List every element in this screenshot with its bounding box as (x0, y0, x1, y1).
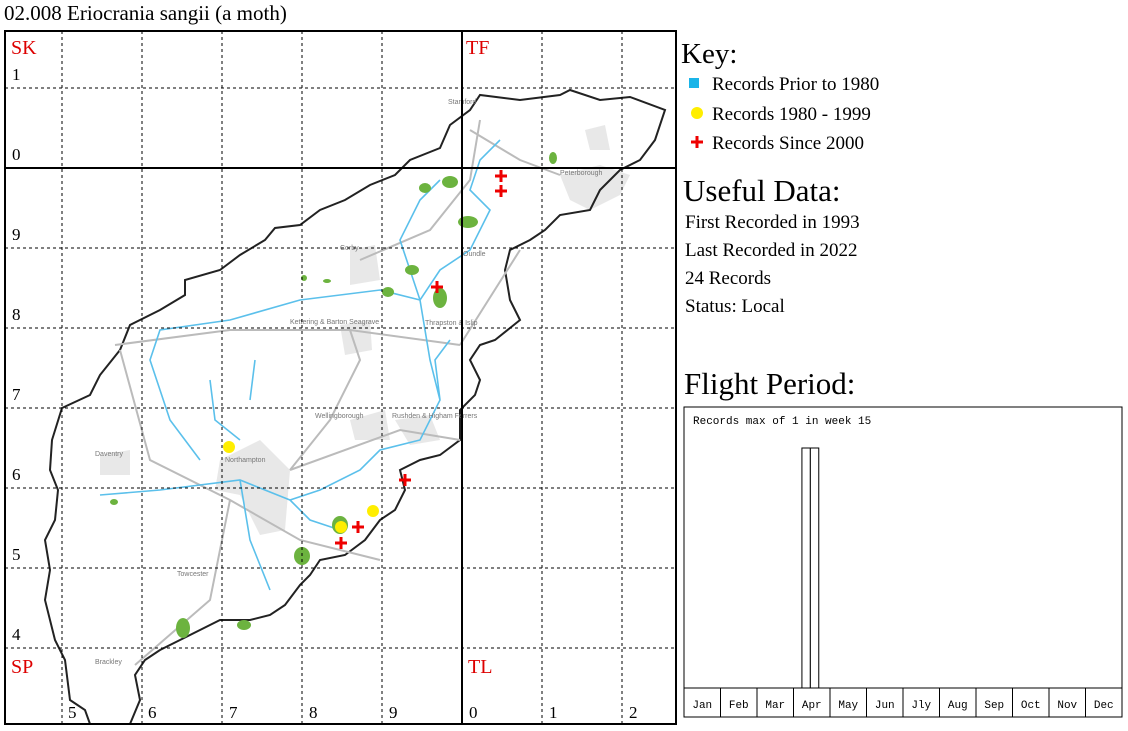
col-label: 2 (629, 703, 638, 722)
bar (809, 447, 820, 689)
data-line: First Recorded in 1993 (685, 212, 860, 233)
key-marker (689, 78, 699, 88)
record-since-2000 (495, 170, 507, 182)
useful-data: Useful Data: First Recorded in 1993 Last… (683, 173, 860, 317)
town-label: Peterborough (560, 170, 603, 177)
town-label: Rushden & Higham Ferrers (392, 413, 478, 420)
x-tick-label: May (838, 700, 858, 712)
row-label: 7 (12, 385, 21, 404)
x-tick-label: Aug (948, 700, 968, 712)
square-label: TF (466, 37, 489, 59)
key-title: Key: (681, 38, 737, 70)
row-label: 1 (12, 65, 21, 84)
row-label: 9 (12, 225, 21, 244)
col-label: 1 (549, 703, 558, 722)
col-label: 9 (389, 703, 398, 722)
x-tick-label: Apr (802, 700, 822, 712)
row-label: 5 (12, 545, 21, 564)
town-label: Northampton (225, 457, 266, 464)
data-line: 24 Records (685, 268, 771, 289)
key-marker (691, 136, 703, 148)
x-tick-label: Jun (875, 700, 895, 712)
col-label: 5 (68, 703, 77, 722)
town-label: Wellingborough (315, 413, 364, 420)
square-label: TL (468, 656, 492, 678)
town-label: Thrapston & Islip (425, 320, 478, 327)
bar (801, 447, 811, 689)
row-label: 6 (12, 465, 21, 484)
square-label: SK (11, 37, 37, 59)
record-1980-1999 (335, 521, 347, 533)
col-label: 7 (229, 703, 238, 722)
town-label: Brackley (95, 659, 122, 666)
town-label: Towcester (177, 571, 209, 578)
page-title: 02.008 Eriocrania sangii (a moth) (4, 1, 287, 25)
records (223, 170, 507, 549)
town-label: Daventry (95, 451, 124, 458)
county-outline (43, 88, 667, 725)
x-tick-label: Oct (1021, 700, 1041, 712)
data-line: Last Recorded in 2022 (685, 240, 858, 261)
key-item: Records 1980 - 1999 (712, 104, 871, 125)
town-label: Kettering & Barton Seagrave (290, 319, 379, 326)
x-tick-label: Dec (1094, 700, 1114, 712)
row-label: 4 (12, 625, 21, 644)
river (99, 139, 501, 591)
col-label: 8 (309, 703, 318, 722)
section-title: Useful Data: (683, 173, 841, 208)
col-label: 0 (469, 703, 478, 722)
x-tick-label: Nov (1057, 700, 1077, 712)
record-1980-1999 (367, 505, 379, 517)
x-tick-label: Sep (984, 700, 1004, 712)
road (114, 119, 561, 666)
col-label: 6 (148, 703, 157, 722)
town-label: Oundle (463, 251, 486, 258)
record-since-2000 (335, 537, 347, 549)
record-since-2000 (431, 281, 443, 293)
map: Stamford Peterborough Oundle Corby Kette… (4, 30, 677, 725)
built-up (100, 125, 630, 535)
record-since-2000 (495, 185, 507, 197)
flight-period: Flight Period: Records max of 1 in week … (683, 366, 1123, 718)
map-frame (5, 31, 676, 724)
section-title: Flight Period: (684, 366, 855, 401)
x-tick-label: Feb (729, 700, 749, 712)
record-since-2000 (352, 521, 364, 533)
grid (4, 30, 677, 725)
record-1980-1999 (223, 441, 235, 453)
square-label: SP (11, 656, 33, 678)
key-item: Records Prior to 1980 (712, 74, 879, 95)
record-since-2000 (399, 474, 411, 486)
grid-labels: SK TF SP TL 1 0 9 8 7 6 5 4 5 6 7 8 9 0 … (11, 37, 638, 722)
chart-frame (683, 406, 1123, 718)
x-tick-label: Jly (911, 700, 931, 712)
row-label: 8 (12, 305, 21, 324)
x-tick-label: Mar (765, 700, 785, 712)
x-tick-label: Jan (692, 700, 712, 712)
chart-title: Records max of 1 in week 15 (693, 416, 871, 428)
row-label: 0 (12, 145, 21, 164)
key: Key: Records Prior to 1980 Records 1980 … (681, 38, 879, 154)
data-line: Status: Local (685, 296, 785, 317)
key-marker (691, 107, 703, 119)
key-item: Records Since 2000 (712, 133, 864, 154)
